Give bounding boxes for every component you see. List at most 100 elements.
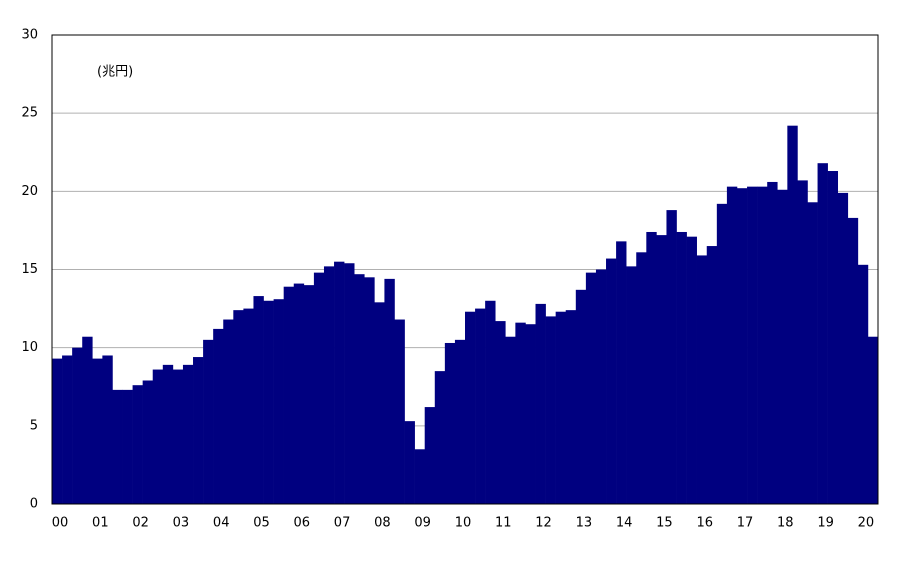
x-tick-label: 07 [334, 516, 351, 531]
y-tick-label: 25 [21, 106, 38, 121]
bar [213, 328, 224, 504]
bar [243, 308, 254, 504]
bar [827, 171, 839, 504]
y-tick-label: 15 [21, 262, 38, 277]
bar [414, 449, 426, 504]
bar [354, 274, 365, 504]
x-tick-label: 02 [132, 516, 149, 531]
bar [817, 163, 828, 504]
bar [736, 188, 748, 504]
bar [253, 296, 264, 504]
y-tick-label: 10 [21, 340, 38, 355]
bar [454, 339, 466, 504]
bar [616, 241, 627, 505]
bar [505, 336, 516, 504]
bar [787, 125, 798, 504]
x-tick-label: 20 [858, 516, 875, 531]
x-tick-label: 04 [213, 516, 230, 531]
bar [555, 311, 567, 504]
bar [626, 266, 637, 504]
bar [565, 310, 577, 504]
bar [384, 278, 395, 504]
bar [142, 380, 154, 504]
bar [193, 357, 204, 504]
x-tick-label: 09 [414, 516, 431, 531]
x-tick-label: 10 [455, 516, 472, 531]
bar [62, 355, 73, 504]
bar [404, 421, 415, 504]
bar [706, 246, 718, 505]
bar [223, 319, 234, 504]
bar [847, 217, 859, 504]
x-tick-label: 14 [616, 516, 633, 531]
y-tick-label: 5 [30, 418, 38, 433]
bar [344, 263, 355, 504]
bar [82, 336, 93, 504]
x-tick-label: 06 [294, 516, 311, 531]
bar [72, 347, 83, 504]
plot-frame [51, 34, 879, 505]
bar [434, 371, 446, 504]
bar [293, 283, 305, 504]
x-tick-label: 03 [173, 516, 190, 531]
bar [867, 336, 879, 504]
bar [313, 272, 325, 504]
bar [182, 364, 194, 504]
bar [676, 231, 687, 505]
x-tick-label: 08 [374, 516, 391, 531]
x-tick-label: 13 [576, 516, 593, 531]
x-tick-label: 16 [696, 516, 713, 531]
x-tick-label: 15 [656, 516, 673, 531]
bar [575, 289, 587, 504]
bar [444, 342, 456, 504]
x-tick-label: 00 [52, 516, 69, 531]
bar [233, 310, 244, 504]
bar [696, 255, 708, 504]
bar [172, 369, 184, 504]
bar [495, 321, 506, 504]
bar [595, 269, 607, 504]
x-tick-label: 01 [92, 516, 109, 531]
bar [656, 235, 667, 504]
unit-annotation: (兆円) [97, 65, 133, 80]
bar [475, 308, 486, 504]
bar [585, 272, 597, 504]
bar [203, 339, 214, 504]
bar [525, 324, 536, 504]
x-tick-label: 12 [535, 516, 552, 531]
y-tick-label: 20 [21, 184, 38, 199]
bar [767, 181, 778, 504]
bar [807, 202, 818, 504]
bar [162, 364, 174, 504]
bar [374, 302, 385, 504]
bar [364, 277, 375, 504]
bar [636, 252, 647, 504]
x-tick-label: 17 [737, 516, 754, 531]
bar [726, 186, 738, 505]
bar [777, 189, 788, 504]
bar [646, 231, 657, 505]
bar [394, 319, 405, 504]
bar [263, 300, 274, 504]
bar [716, 203, 728, 504]
bar [757, 186, 768, 505]
bar [92, 358, 103, 504]
bar [797, 180, 808, 504]
bar [747, 186, 758, 505]
bar [102, 355, 113, 504]
x-tick-label: 05 [253, 516, 270, 531]
bar [535, 303, 546, 504]
x-tick-label: 19 [817, 516, 834, 531]
bar [122, 389, 133, 504]
bar [152, 369, 164, 504]
bar [465, 311, 476, 504]
y-tick-label: 30 [21, 28, 38, 43]
x-tick-label: 11 [495, 516, 512, 531]
bar [485, 300, 496, 504]
bar [545, 316, 556, 504]
bar [334, 261, 345, 504]
x-tick-label: 18 [777, 516, 794, 531]
bar [686, 236, 697, 505]
bar [112, 389, 123, 504]
